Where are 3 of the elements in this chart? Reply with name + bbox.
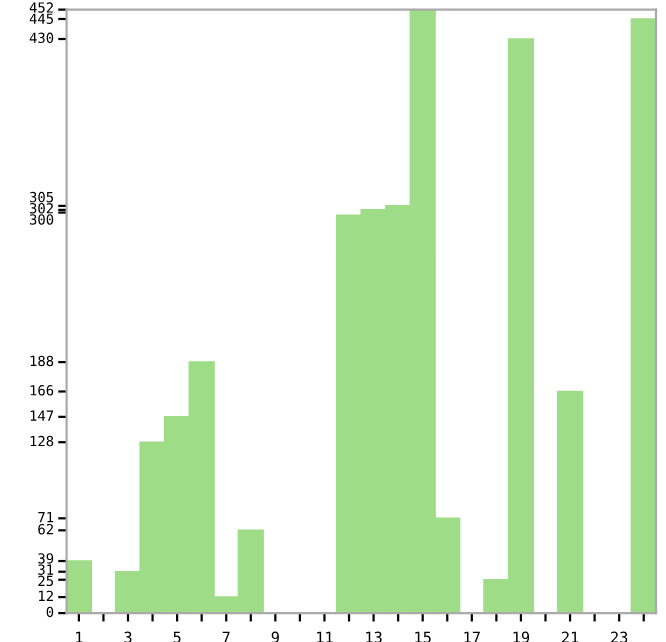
bar [630,18,657,614]
bar [66,560,92,614]
bar [556,390,584,614]
